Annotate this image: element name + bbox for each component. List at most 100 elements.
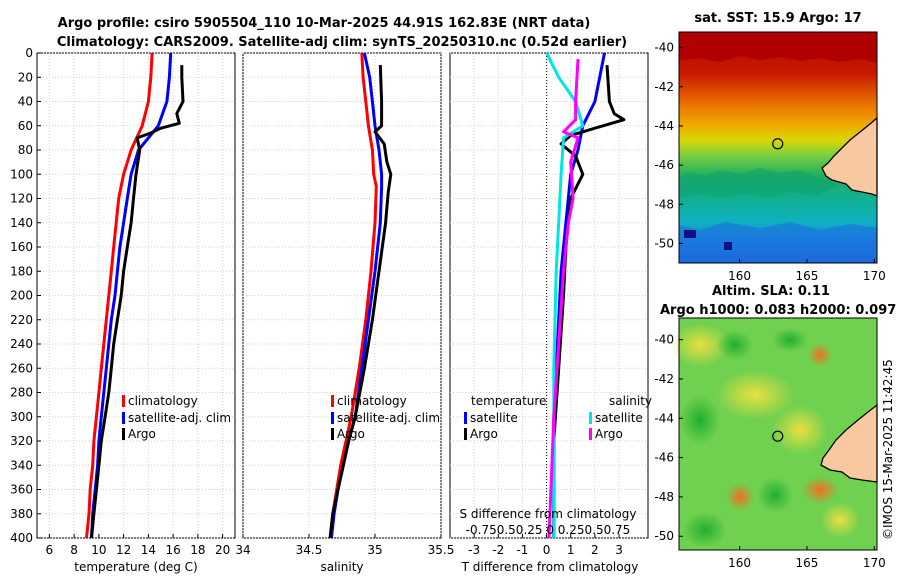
sst-float-marker [772,138,784,150]
difference-grid [450,52,648,539]
lat-tick-label: -50 [654,236,674,250]
y-tick-label: 380 [10,507,33,521]
legend-s-satellite-label: satellite [595,411,643,425]
lat-tick-label: -40 [654,333,674,347]
sla-land-new-zealand [820,403,878,483]
sla-map: Altim. SLA: 0.11 Argo h1000: 0.083 h2000… [654,284,896,570]
temperature-panel: 0 20 40 60 80 100 120 140 160 180 200 220 240 260 280 3… [10,46,236,574]
legend-temperature-heading: temperature [471,394,546,408]
x-tick-label: 18 [190,543,205,557]
legend-satellite-swatch [331,412,334,424]
x-tick-label: 10 [91,543,106,557]
legend-climatology-label: climatology [337,394,407,408]
sla-map-frame [678,317,878,551]
x-tick-label: 35.5 [428,543,455,557]
x-tick-label: 16 [165,543,180,557]
legend-s-satellite-swatch [589,412,592,424]
y-tick-label: 20 [18,70,33,84]
depth-tick-labels: 0 20 40 60 80 100 120 140 160 180 200 220 240 260 280 3… [10,46,41,545]
series-line-s-satellite [545,53,585,538]
salinity-tick-labels: 34 34.5 35 35.5 [235,534,454,557]
y-tick-label: 360 [10,483,33,497]
lat-tick-label: -48 [654,197,674,211]
lon-tick-label: 165 [796,556,819,570]
y-tick-label: 340 [10,458,33,472]
legend-climatology-swatch [122,395,125,407]
y-tick-label: 180 [10,264,33,278]
sst-warm-region [679,32,877,63]
legend-t-satellite-swatch [464,412,467,424]
x-tick-label: 20 [215,543,230,557]
sla-map-title-line2: Argo h1000: 0.083 h2000: 0.097 [660,303,896,318]
lat-tick-label: -42 [654,372,674,386]
lat-tick-label: -48 [654,490,674,504]
sst-map-title: sat. SST: 15.9 Argo: 17 [694,11,861,26]
y-tick-label: 60 [18,119,33,133]
y-tick-label: 280 [10,386,33,400]
legend-t-argo-swatch [464,428,467,440]
figure-title-line1: Argo profile: csiro 5905504_110 10-Mar-2… [58,16,591,31]
series-line-argo [90,65,185,538]
sst-dark-patch [684,230,696,238]
sst-dark-patch [724,242,732,250]
difference-tick-labels: -3 -2 -1 0 1 2 3 [468,534,623,557]
legend-t-argo-label: Argo [470,427,498,441]
sla-map-title-line1: Altim. SLA: 0.11 [712,284,830,299]
y-tick-label: 320 [10,434,33,448]
y-tick-label: 80 [18,143,33,157]
lat-tick-label: -46 [654,158,674,172]
x-tick-label: 8 [70,543,78,557]
t-difference-xlabel: T difference from climatology [461,560,639,574]
temperature-legend: climatology satellite-adj. clim Argo [122,394,231,441]
legend-satellite-label: satellite-adj. clim [128,411,231,425]
y-tick-label: 120 [10,192,33,206]
lon-tick-label: 165 [796,269,819,283]
sst-cold-region [679,222,877,263]
y-tick-label: 100 [10,167,33,181]
sst-cool-band [679,168,840,198]
x-tick-label: 34.5 [296,543,323,557]
difference-legend: temperature satellite Argo salinity sate… [464,394,652,441]
y-tick-label: 240 [10,337,33,351]
salinity-lines [328,53,393,538]
legend-argo-swatch [331,428,334,440]
y-tick-label: 160 [10,240,33,254]
legend-satellite-label: satellite-adj. clim [337,411,440,425]
x-tick-label: 1 [567,543,575,557]
temperature-tick-labels: 6 8 10 12 14 16 18 20 [46,534,230,557]
x-tick-label: 34 [235,543,250,557]
legend-argo-swatch [122,428,125,440]
y-tick-label: 400 [10,531,33,545]
temperature-xlabel: temperature (deg C) [74,560,197,574]
series-line-s-argo [547,59,580,538]
lon-tick-label: 160 [728,556,751,570]
x-tick-label: 12 [116,543,131,557]
y-tick-label: 260 [10,361,33,375]
s-difference-ticks: -0.750.50.25 0 0.250.50.75 [466,523,631,537]
lat-tick-label: -44 [654,119,674,133]
imos-watermark: ©IMOS 15-Mar-2025 11:42:45 [881,359,895,540]
legend-salinity-heading: salinity [609,394,652,408]
series-line-argo [328,65,393,538]
lon-tick-label: 170 [863,556,886,570]
series-line-t-argo [552,65,626,538]
x-tick-label: 6 [46,543,54,557]
legend-s-argo-swatch [589,428,592,440]
lat-tick-label: -44 [654,411,674,425]
temperature-grid [37,52,235,539]
x-tick-label: 3 [615,543,623,557]
legend-climatology-swatch [331,395,334,407]
sst-map: sat. SST: 15.9 Argo: 17 160 165 170 -40 -42 -… [654,11,885,283]
lat-tick-label: -40 [654,41,674,55]
legend-argo-label: Argo [337,427,365,441]
lat-tick-label: -46 [654,451,674,465]
y-tick-label: 200 [10,289,33,303]
lon-tick-label: 160 [728,269,751,283]
sla-float-marker [772,430,784,442]
figure-title-line2: Climatology: CARS2009. Satellite-adj cli… [57,35,627,50]
legend-satellite-swatch [122,412,125,424]
salinity-xlabel: salinity [320,560,363,574]
sst-map-frame [678,31,878,264]
lat-tick-label: -42 [654,80,674,94]
sst-map-ticks: 160 165 170 -40 -42 -44 -46 -48 -50 [654,41,885,283]
